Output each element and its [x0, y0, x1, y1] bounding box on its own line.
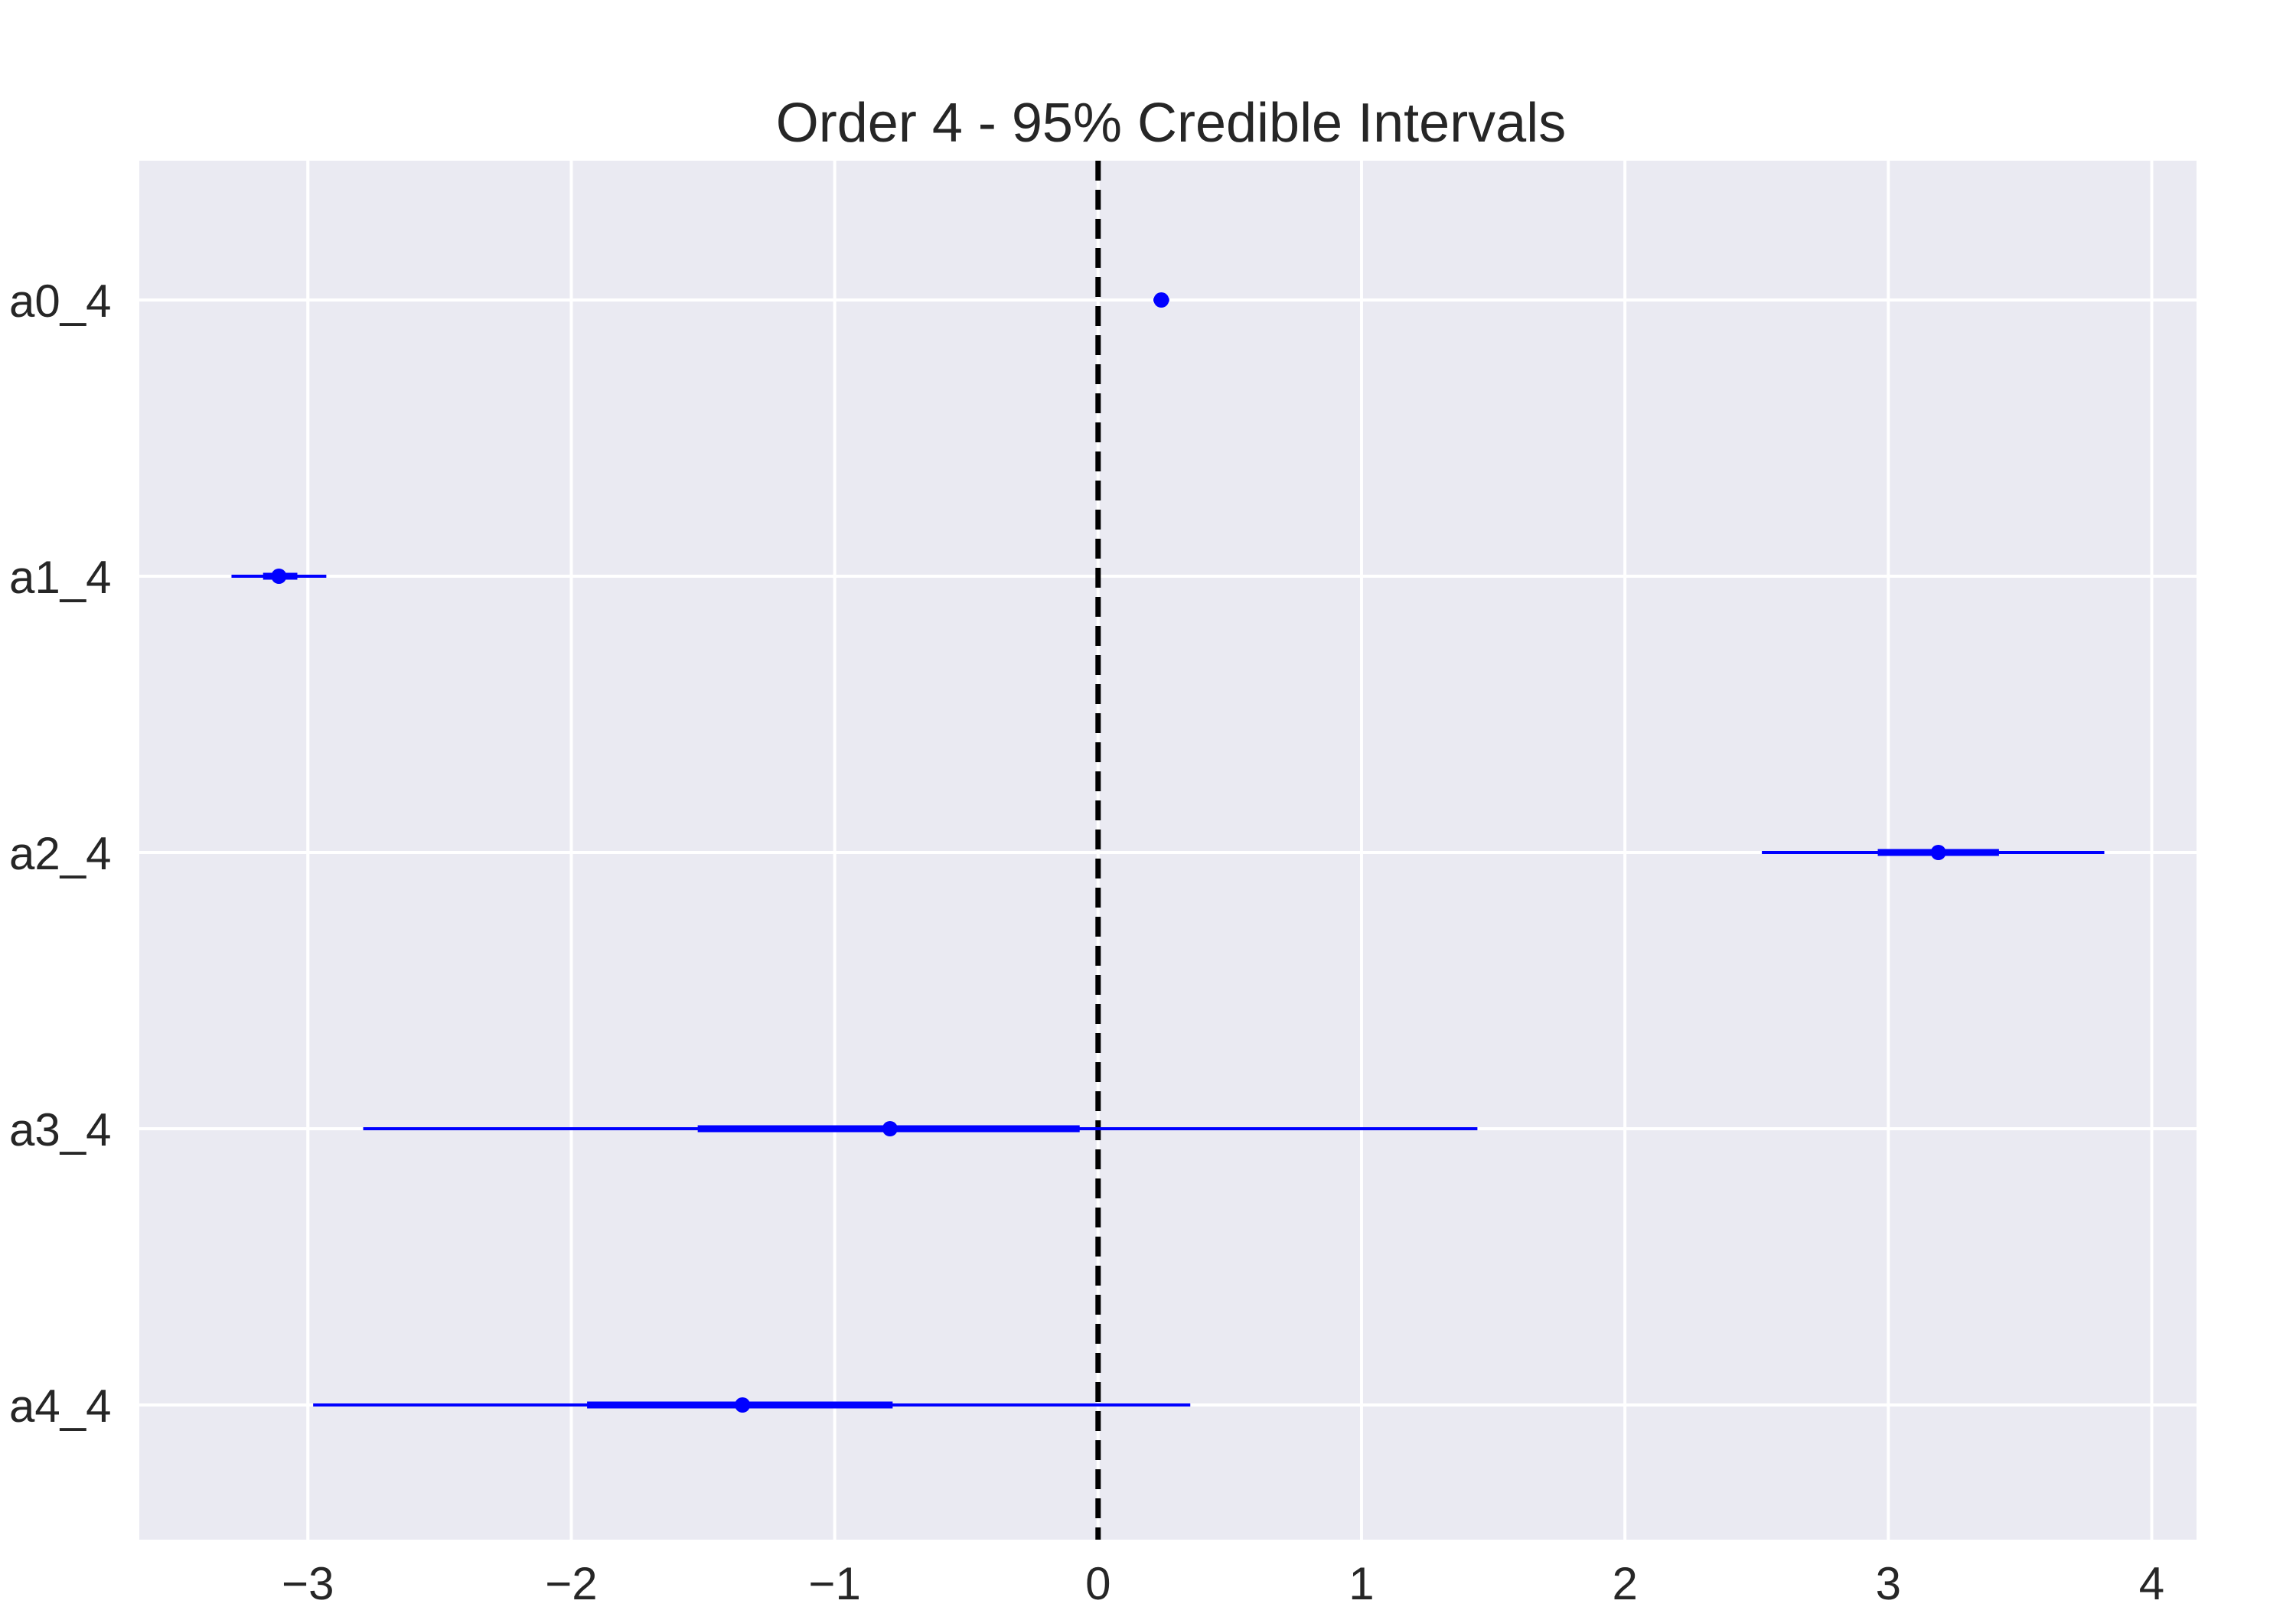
y-tick-label: a2_4	[9, 828, 111, 879]
x-tick-label: −1	[808, 1558, 860, 1607]
interval-a1_4	[231, 569, 327, 584]
y-axis-ticks: a0_4 a1_4 a2_4 a3_4 a4_4	[9, 275, 111, 1432]
x-tick-label: 0	[1085, 1558, 1110, 1607]
intervals-group	[231, 292, 2105, 1413]
plot-area	[139, 161, 2197, 1540]
y-tick-label: a4_4	[9, 1380, 111, 1432]
median-point	[882, 1121, 898, 1136]
x-tick-label: −2	[545, 1558, 597, 1607]
x-axis-ticks: −3 −2 −1 0 1 2 3 4	[282, 1558, 2164, 1607]
interval-a4_4	[313, 1397, 1191, 1413]
median-point	[1930, 845, 1946, 860]
median-point	[1153, 292, 1169, 308]
y-tick-label: a3_4	[9, 1104, 111, 1156]
y-tick-label: a1_4	[9, 552, 111, 603]
interval-a3_4	[363, 1121, 1478, 1136]
x-tick-label: −3	[282, 1558, 334, 1607]
x-tick-label: 1	[1349, 1558, 1374, 1607]
x-tick-label: 2	[1612, 1558, 1637, 1607]
median-point	[271, 569, 287, 584]
interval-a2_4	[1762, 845, 2105, 860]
median-point	[735, 1397, 751, 1413]
chart-title: Order 4 - 95% Credible Intervals	[776, 93, 1566, 154]
y-tick-label: a0_4	[9, 275, 111, 327]
x-tick-label: 4	[2139, 1558, 2164, 1607]
x-tick-label: 3	[1876, 1558, 1901, 1607]
interval-a0_4	[1153, 292, 1169, 308]
